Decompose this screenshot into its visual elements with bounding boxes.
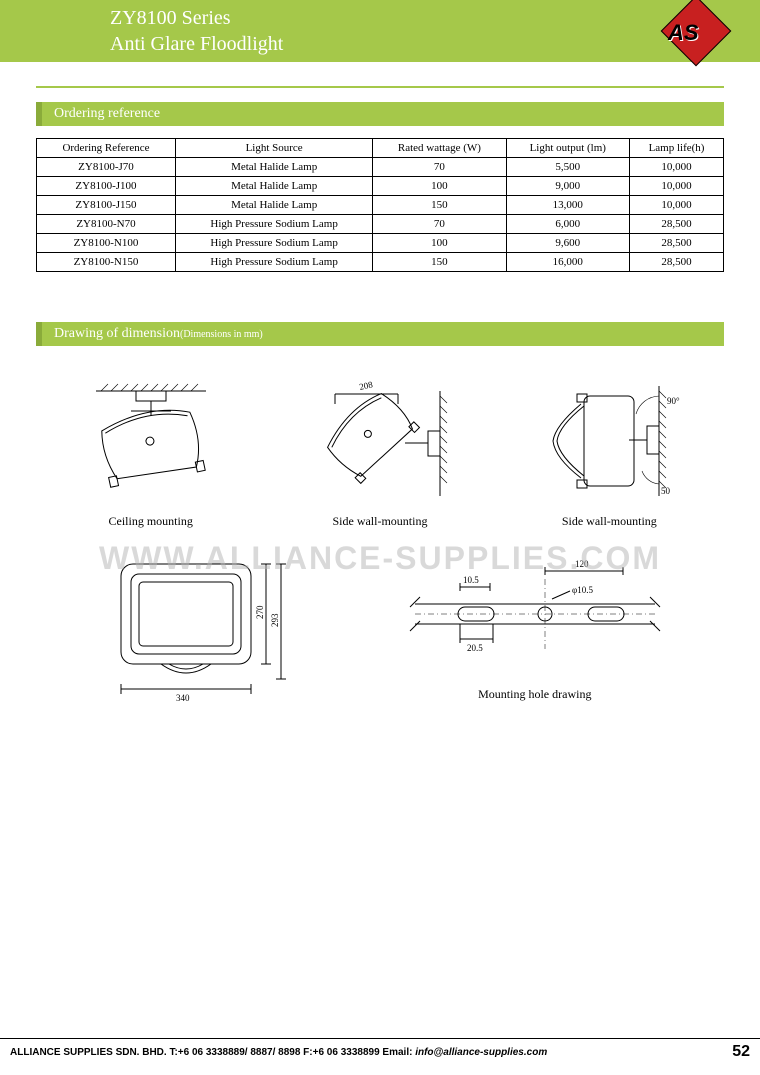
table-cell: Metal Halide Lamp: [175, 196, 372, 215]
svg-text:293: 293: [270, 613, 280, 627]
ceiling-diagram-icon: [76, 376, 226, 506]
col-wattage: Rated wattage (W): [373, 139, 506, 158]
col-source: Light Source: [175, 139, 372, 158]
section-ordering-title: Ordering reference: [54, 106, 160, 121]
draw-front: 270 293 340: [36, 549, 346, 709]
table-cell: 13,000: [506, 196, 630, 215]
logo: AS: [662, 6, 730, 56]
table-cell: 70: [373, 215, 506, 234]
divider: [36, 86, 724, 88]
footer-text: ALLIANCE SUPPLIES SDN. BHD. T:+6 06 3338…: [10, 1047, 547, 1058]
draw-side2: 90° 50 Side wall-mounting: [495, 376, 724, 529]
table-cell: High Pressure Sodium Lamp: [175, 253, 372, 272]
ordering-table: Ordering Reference Light Source Rated wa…: [36, 138, 724, 272]
side1-diagram-icon: 208: [300, 376, 460, 506]
section-drawing-title: Drawing of dimension: [54, 326, 180, 341]
svg-text:20.5: 20.5: [467, 643, 483, 653]
svg-text:90°: 90°: [667, 396, 680, 406]
table-cell: ZY8100-J70: [37, 158, 176, 177]
side2-diagram-icon: 90° 50: [529, 376, 689, 506]
table-cell: 28,500: [630, 215, 724, 234]
table-cell: 28,500: [630, 234, 724, 253]
table-row: ZY8100-N100High Pressure Sodium Lamp1009…: [37, 234, 724, 253]
svg-text:10.5: 10.5: [463, 575, 479, 585]
footer: ALLIANCE SUPPLIES SDN. BHD. T:+6 06 3338…: [0, 1038, 760, 1065]
drawings-area: Ceiling mounting: [36, 376, 724, 709]
svg-text:270: 270: [255, 605, 265, 619]
table-cell: High Pressure Sodium Lamp: [175, 234, 372, 253]
table-cell: 150: [373, 253, 506, 272]
caption-ceiling: Ceiling mounting: [36, 514, 265, 529]
draw-row-2: 270 293 340: [36, 549, 724, 709]
draw-row-1: Ceiling mounting: [36, 376, 724, 529]
table-cell: 5,500: [506, 158, 630, 177]
caption-side2: Side wall-mounting: [495, 514, 724, 529]
caption-side1: Side wall-mounting: [265, 514, 494, 529]
section-ordering-header: Ordering reference: [36, 102, 724, 126]
table-cell: ZY8100-J150: [37, 196, 176, 215]
svg-text:φ10.5: φ10.5: [572, 585, 593, 595]
page-number: 52: [732, 1043, 750, 1061]
table-cell: 70: [373, 158, 506, 177]
front-diagram-icon: 270 293 340: [91, 549, 291, 709]
table-row: ZY8100-J70Metal Halide Lamp705,50010,000: [37, 158, 724, 177]
draw-ceiling: Ceiling mounting: [36, 376, 265, 529]
header-bar: ZY8100 Series Anti Glare Floodlight AS: [0, 0, 760, 62]
table-row: ZY8100-J100Metal Halide Lamp1009,00010,0…: [37, 177, 724, 196]
table-cell: 100: [373, 234, 506, 253]
col-ref: Ordering Reference: [37, 139, 176, 158]
table-cell: 10,000: [630, 196, 724, 215]
footer-email: info@alliance-supplies.com: [415, 1047, 547, 1058]
table-cell: ZY8100-N150: [37, 253, 176, 272]
table-cell: High Pressure Sodium Lamp: [175, 215, 372, 234]
caption-mounting: Mounting hole drawing: [346, 687, 724, 702]
logo-text: AS: [668, 20, 699, 46]
header-line1: ZY8100 Series: [110, 5, 283, 31]
table-cell: 9,000: [506, 177, 630, 196]
table-cell: 100: [373, 177, 506, 196]
svg-text:340: 340: [176, 693, 190, 703]
section-drawing-sub: (Dimensions in mm): [180, 329, 263, 340]
col-life: Lamp life(h): [630, 139, 724, 158]
table-cell: 150: [373, 196, 506, 215]
svg-text:208: 208: [358, 379, 374, 392]
table-cell: ZY8100-N100: [37, 234, 176, 253]
table-cell: 10,000: [630, 177, 724, 196]
draw-mounting: 120 10.5 φ10.5 20.5 Mounting hole drawin…: [346, 549, 724, 709]
table-cell: 6,000: [506, 215, 630, 234]
table-row: ZY8100-N150High Pressure Sodium Lamp1501…: [37, 253, 724, 272]
table-cell: 16,000: [506, 253, 630, 272]
table-header-row: Ordering Reference Light Source Rated wa…: [37, 139, 724, 158]
content: Ordering reference Ordering Reference Li…: [0, 62, 760, 709]
table-cell: ZY8100-N70: [37, 215, 176, 234]
table-cell: ZY8100-J100: [37, 177, 176, 196]
footer-company: ALLIANCE SUPPLIES SDN. BHD. T:+6 06 3338…: [10, 1047, 415, 1058]
table-cell: 9,600: [506, 234, 630, 253]
col-output: Light output (lm): [506, 139, 630, 158]
header-line2: Anti Glare Floodlight: [110, 31, 283, 57]
table-cell: 10,000: [630, 158, 724, 177]
section-drawing-header: Drawing of dimension(Dimensions in mm): [36, 322, 724, 346]
table-row: ZY8100-N70High Pressure Sodium Lamp706,0…: [37, 215, 724, 234]
svg-text:120: 120: [575, 559, 589, 569]
draw-side1: 208 Side wall-mounting: [265, 376, 494, 529]
table-cell: Metal Halide Lamp: [175, 177, 372, 196]
mounting-diagram-icon: 120 10.5 φ10.5 20.5: [395, 549, 675, 679]
table-cell: Metal Halide Lamp: [175, 158, 372, 177]
table-row: ZY8100-J150Metal Halide Lamp15013,00010,…: [37, 196, 724, 215]
svg-text:50: 50: [661, 486, 671, 496]
table-cell: 28,500: [630, 253, 724, 272]
header-title: ZY8100 Series Anti Glare Floodlight: [110, 5, 283, 57]
